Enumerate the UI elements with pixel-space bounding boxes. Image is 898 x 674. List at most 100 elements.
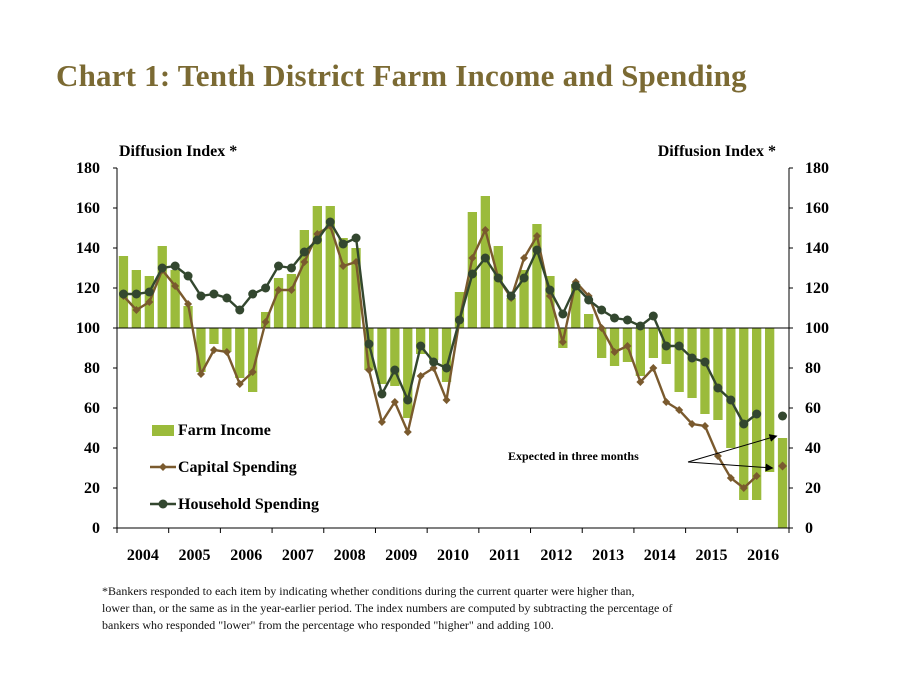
y-tick-label-right: 40 bbox=[805, 440, 821, 457]
household-spending-point bbox=[493, 273, 503, 283]
household-spending-point bbox=[597, 305, 607, 315]
farm-income-bar bbox=[441, 328, 452, 382]
capital-spending-point bbox=[209, 346, 218, 354]
farm-income-bar bbox=[765, 328, 775, 472]
capital-spending-point bbox=[662, 398, 671, 406]
farm-income-bar bbox=[183, 306, 193, 328]
household-spending-point bbox=[274, 261, 284, 271]
y-tick-label-left: 80 bbox=[84, 360, 100, 377]
y-tick-label-right: 140 bbox=[805, 240, 829, 257]
y-axis-title-right: Diffusion Index * bbox=[658, 143, 776, 160]
household-spending-point bbox=[467, 269, 477, 279]
y-tick-label-right: 180 bbox=[805, 160, 829, 177]
capital-spending-point bbox=[261, 318, 270, 326]
farm-income-bar bbox=[700, 328, 710, 414]
household-spending-point bbox=[299, 247, 309, 257]
household-spending-point bbox=[584, 295, 594, 305]
farm-income-bar bbox=[248, 328, 258, 392]
farm-income-bar bbox=[571, 284, 581, 328]
farm-income-expected-bar bbox=[777, 438, 788, 528]
farm-income-bar bbox=[739, 328, 749, 500]
capital-spending-point bbox=[248, 368, 257, 376]
farm-income-bar bbox=[351, 248, 361, 328]
farm-income-bar bbox=[674, 328, 684, 392]
x-tick-label: 2006 bbox=[230, 547, 262, 564]
household-spending-point bbox=[610, 313, 620, 323]
household-spending-point bbox=[752, 409, 762, 419]
y-tick-label-right: 160 bbox=[805, 200, 829, 217]
farm-income-bar bbox=[403, 328, 413, 418]
farm-income-bar bbox=[338, 238, 348, 328]
chart-title: Chart 1: Tenth District Farm Income and … bbox=[56, 58, 747, 93]
capital-spending-point bbox=[688, 420, 697, 428]
household-spending-point bbox=[635, 321, 645, 331]
household-spending-point bbox=[325, 217, 335, 227]
farm-income-bar bbox=[377, 328, 387, 384]
x-tick-label: 2015 bbox=[695, 547, 727, 564]
farm-income-bar bbox=[157, 246, 167, 328]
footnote-line: lower than, or the same as in the year-e… bbox=[102, 601, 673, 615]
capital-spending-point bbox=[752, 472, 761, 480]
farm-income-bar bbox=[209, 328, 219, 344]
farm-income-bar bbox=[286, 274, 297, 328]
annotation-arrow-upper bbox=[687, 434, 778, 463]
x-tick-label: 2008 bbox=[334, 547, 366, 564]
farm-income-bar bbox=[312, 206, 322, 328]
farm-income-bar bbox=[519, 270, 529, 328]
y-tick-label-left: 100 bbox=[76, 320, 100, 337]
household-spending-point bbox=[209, 289, 219, 299]
capital-spending-point bbox=[339, 262, 348, 270]
household-spending-point bbox=[648, 311, 658, 321]
capital-spending-point bbox=[145, 298, 154, 306]
household-spending-point bbox=[338, 239, 348, 249]
household-spending-point bbox=[454, 315, 464, 325]
household-spending-point bbox=[519, 273, 529, 283]
legend: Farm Income Capital Spending Household Spe… bbox=[150, 422, 319, 513]
household-spending-point bbox=[442, 363, 452, 373]
household-spending-point bbox=[196, 291, 206, 301]
farm-income-bar bbox=[597, 328, 607, 358]
household-spending-point bbox=[157, 263, 167, 273]
y-tick-label-left: 60 bbox=[84, 400, 100, 417]
farm-income-bar bbox=[390, 328, 400, 386]
household-spending-point bbox=[131, 289, 141, 299]
farm-income-bar bbox=[429, 328, 439, 360]
household-spending-point bbox=[622, 315, 632, 325]
farm-income-bar bbox=[131, 270, 141, 328]
farm-income-bar bbox=[325, 206, 335, 328]
capital-spending-point bbox=[184, 300, 193, 308]
capital-spending-point bbox=[287, 286, 296, 294]
capital-spending-point bbox=[132, 306, 141, 314]
household-spending-point bbox=[118, 289, 128, 299]
capital-spending-point bbox=[558, 338, 567, 346]
household-spending-point bbox=[661, 341, 671, 351]
farm-income-bar bbox=[506, 298, 516, 328]
household-spending-point bbox=[480, 253, 490, 263]
farm-income-bar bbox=[273, 278, 284, 328]
farm-income-bar bbox=[584, 314, 594, 328]
capital-spending-point bbox=[171, 282, 180, 290]
household-spending-point bbox=[571, 281, 581, 291]
household-spending-point bbox=[726, 395, 736, 405]
capital-spending-point bbox=[520, 254, 529, 262]
household-spending-point bbox=[545, 285, 555, 295]
footnote-line: *Bankers responded to each item by indic… bbox=[102, 584, 635, 598]
legend-swatch-farm-income bbox=[152, 425, 174, 436]
capital-spending-point bbox=[235, 380, 244, 388]
household-spending-point bbox=[403, 395, 413, 405]
household-spending-point bbox=[390, 365, 400, 375]
farm-income-bar bbox=[648, 328, 658, 358]
legend-label-household-spending: Household Spending bbox=[178, 496, 319, 513]
footnote: *Bankers responded to each item by indic… bbox=[102, 583, 822, 634]
capital-spending-point bbox=[701, 422, 709, 430]
household-spending-point bbox=[222, 293, 232, 303]
y-tick-label-left: 120 bbox=[76, 280, 100, 297]
y-axis-title-left: Diffusion Index * bbox=[119, 143, 237, 160]
household-spending-line bbox=[123, 219, 758, 426]
expected-annotation: Expected in three months bbox=[508, 434, 778, 472]
farm-income-bar bbox=[364, 328, 374, 370]
legend-marker-capital-spending bbox=[159, 463, 167, 471]
capital-spending-point bbox=[597, 324, 606, 332]
capital-spending-point bbox=[416, 372, 425, 380]
